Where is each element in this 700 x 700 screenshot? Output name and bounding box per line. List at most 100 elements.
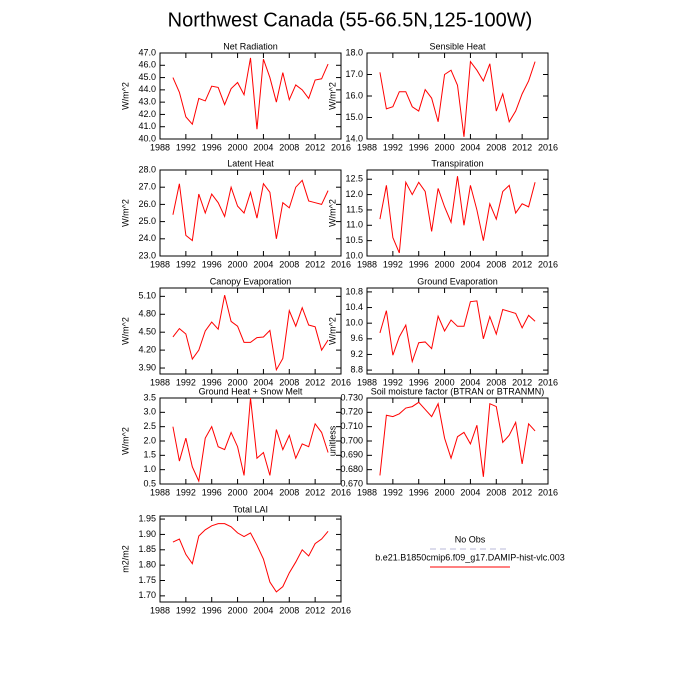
y-tick-label: 0.720 bbox=[340, 407, 363, 417]
y-tick-label: 8.8 bbox=[350, 364, 363, 374]
x-tick-label: 2008 bbox=[279, 487, 299, 497]
y-tick-label: 3.0 bbox=[143, 407, 156, 417]
y-axis-label: W/m^2 bbox=[120, 427, 130, 455]
x-tick-label: 2004 bbox=[460, 377, 480, 387]
x-tick-label: 2008 bbox=[279, 259, 299, 269]
x-tick-label: 1996 bbox=[202, 487, 222, 497]
y-tick-label: 1.80 bbox=[138, 560, 156, 570]
plot-frame bbox=[159, 287, 342, 375]
x-tick-label: 2012 bbox=[512, 259, 532, 269]
data-line bbox=[379, 176, 536, 254]
y-tick-label: 10.5 bbox=[345, 235, 363, 245]
x-tick-label: 2000 bbox=[228, 605, 248, 615]
plot-frame bbox=[366, 287, 549, 375]
x-tick-label: 2016 bbox=[538, 259, 558, 269]
y-tick-label: 0.730 bbox=[340, 392, 363, 402]
panel-title: Total LAI bbox=[233, 504, 268, 514]
y-tick-label: 14.0 bbox=[345, 133, 363, 143]
x-tick-label: 2004 bbox=[253, 259, 273, 269]
data-line bbox=[172, 523, 329, 593]
x-tick-label: 2016 bbox=[538, 142, 558, 152]
y-tick-label: 4.80 bbox=[138, 309, 156, 319]
y-tick-label: 4.50 bbox=[138, 327, 156, 337]
x-tick-label: 1988 bbox=[150, 259, 170, 269]
x-tick-label: 2008 bbox=[279, 605, 299, 615]
x-tick-label: 2008 bbox=[486, 377, 506, 387]
y-tick-label: 18.0 bbox=[345, 47, 363, 57]
plot-frame bbox=[159, 169, 342, 257]
x-tick-label: 2004 bbox=[460, 487, 480, 497]
x-tick-label: 2000 bbox=[228, 487, 248, 497]
x-tick-label: 1996 bbox=[202, 377, 222, 387]
x-tick-label: 1996 bbox=[202, 259, 222, 269]
data-line bbox=[379, 401, 536, 477]
y-tick-label: 1.5 bbox=[143, 450, 156, 460]
y-tick-label: 46.0 bbox=[138, 60, 156, 70]
x-tick-label: 2000 bbox=[435, 377, 455, 387]
y-tick-label: 10.8 bbox=[345, 286, 363, 296]
y-tick-label: 41.0 bbox=[138, 121, 156, 131]
x-tick-label: 1996 bbox=[409, 259, 429, 269]
y-tick-label: 23.0 bbox=[138, 250, 156, 260]
x-tick-label: 2000 bbox=[228, 142, 248, 152]
y-tick-label: 24.0 bbox=[138, 233, 156, 243]
x-tick-label: 2012 bbox=[305, 605, 325, 615]
data-line bbox=[172, 295, 329, 372]
x-tick-label: 2016 bbox=[331, 259, 351, 269]
y-tick-label: 12.5 bbox=[345, 174, 363, 184]
y-tick-label: 5.10 bbox=[138, 291, 156, 301]
x-tick-label: 1988 bbox=[150, 605, 170, 615]
y-tick-label: 3.5 bbox=[143, 392, 156, 402]
y-tick-label: 1.90 bbox=[138, 529, 156, 539]
y-tick-label: 9.2 bbox=[350, 349, 363, 359]
x-tick-label: 2016 bbox=[331, 142, 351, 152]
x-tick-label: 2004 bbox=[253, 605, 273, 615]
y-tick-label: 26.0 bbox=[138, 199, 156, 209]
data-line bbox=[379, 300, 536, 364]
y-tick-label: 10.0 bbox=[345, 250, 363, 260]
panel-title: Ground Heat + Snow Melt bbox=[199, 386, 303, 396]
y-tick-label: 3.90 bbox=[138, 362, 156, 372]
panel-title: Soil moisture factor (BTRAN or BTRANMN) bbox=[371, 386, 545, 396]
x-tick-label: 2012 bbox=[512, 142, 532, 152]
y-tick-label: 0.690 bbox=[340, 450, 363, 460]
y-tick-label: 40.0 bbox=[138, 133, 156, 143]
x-tick-label: 1992 bbox=[176, 259, 196, 269]
x-tick-label: 1996 bbox=[409, 377, 429, 387]
y-tick-label: 25.0 bbox=[138, 216, 156, 226]
legend-label: b.e21.B1850cmip6.f09_g17.DAMIP-hist-vlc.… bbox=[375, 552, 565, 562]
y-axis-label: m2/m2 bbox=[120, 545, 130, 573]
x-tick-label: 2000 bbox=[435, 259, 455, 269]
y-tick-label: 16.0 bbox=[345, 90, 363, 100]
panel-title: Canopy Evaporation bbox=[210, 276, 292, 286]
y-tick-label: 10.4 bbox=[345, 302, 363, 312]
y-axis-label: W/m^2 bbox=[120, 317, 130, 345]
x-tick-label: 2012 bbox=[305, 259, 325, 269]
x-tick-label: 1992 bbox=[176, 605, 196, 615]
y-axis-label: W/m^2 bbox=[327, 317, 337, 345]
x-tick-label: 2004 bbox=[460, 142, 480, 152]
y-tick-label: 27.0 bbox=[138, 182, 156, 192]
y-tick-label: 0.5 bbox=[143, 478, 156, 488]
x-tick-label: 2016 bbox=[331, 487, 351, 497]
x-tick-label: 1992 bbox=[383, 259, 403, 269]
x-tick-label: 2004 bbox=[253, 377, 273, 387]
y-axis-label: W/m^2 bbox=[327, 199, 337, 227]
y-tick-label: 44.0 bbox=[138, 84, 156, 94]
panel-title: Transpiration bbox=[431, 158, 483, 168]
x-tick-label: 2012 bbox=[512, 377, 532, 387]
y-tick-label: 9.6 bbox=[350, 333, 363, 343]
x-tick-label: 1992 bbox=[176, 377, 196, 387]
data-line bbox=[172, 397, 329, 483]
x-tick-label: 1988 bbox=[357, 259, 377, 269]
x-tick-label: 1992 bbox=[176, 487, 196, 497]
x-tick-label: 1996 bbox=[409, 142, 429, 152]
plot-frame bbox=[159, 52, 342, 140]
x-tick-label: 2004 bbox=[253, 487, 273, 497]
x-tick-label: 2012 bbox=[305, 377, 325, 387]
x-tick-label: 2000 bbox=[435, 142, 455, 152]
y-tick-label: 1.70 bbox=[138, 590, 156, 600]
x-tick-label: 2008 bbox=[279, 142, 299, 152]
x-tick-label: 1988 bbox=[150, 487, 170, 497]
